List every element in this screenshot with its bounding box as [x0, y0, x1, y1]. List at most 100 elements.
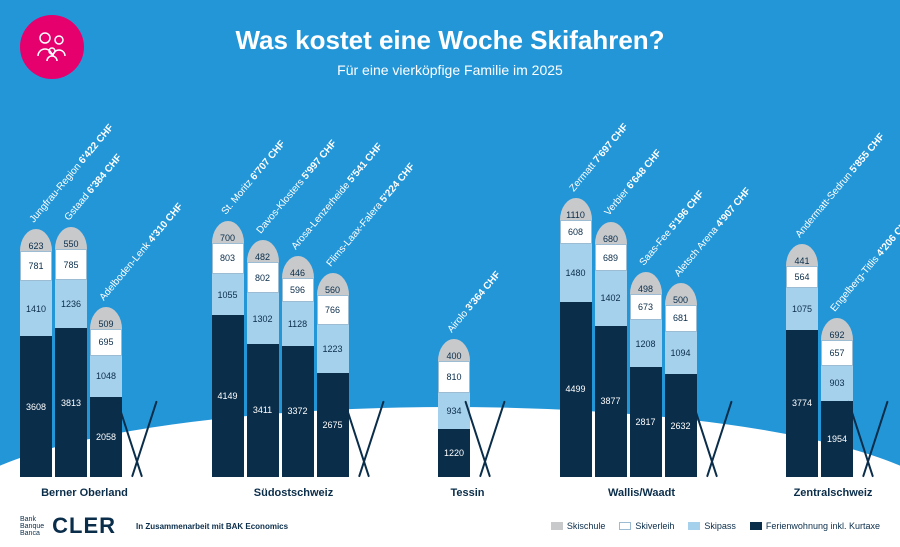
bar-segment-skiverleih: 681 [665, 305, 697, 332]
legend-swatch [619, 522, 631, 530]
page-subtitle: Für eine vierköpfige Familie im 2025 [0, 62, 900, 78]
bar-segment-skiverleih: 785 [55, 249, 87, 280]
bar-segment-ferienwohnung: 4499 [560, 302, 592, 477]
bar-segment-skipass: 1094 [665, 332, 697, 375]
bar-segment-skipass: 934 [438, 393, 470, 429]
legend-label: Ferienwohnung inkl. Kurtaxe [766, 521, 880, 531]
bar-segment-skipass: 1048 [90, 356, 122, 397]
ski-poles-icon [700, 397, 724, 477]
bar-segment-skiverleih: 564 [786, 266, 818, 288]
bar-segment-ferienwohnung: 2675 [317, 373, 349, 477]
bar-segment-skiverleih: 810 [438, 361, 470, 393]
bar-label: Arosa-Lenzerheide 5'541 CHF [289, 142, 384, 253]
credit-text: In Zusammenarbeit mit BAK Economics [136, 522, 288, 531]
region-group: 36081410781623Jungfrau-Region 6'422 CHF3… [20, 227, 149, 477]
bar-segment-skipass: 903 [821, 366, 853, 401]
bar-label: Aletsch Arena 4'907 CHF [672, 186, 753, 279]
ski-poles-icon [352, 397, 376, 477]
bar-segment-ferienwohnung: 2817 [630, 367, 662, 477]
bar-segment-skischule: 509Adelboden-Lenk 4'310 CHF [90, 307, 122, 329]
ski-bar: 38131236785550Gstaad 6'384 CHF [55, 227, 87, 477]
bar-label: Airolo 3'364 CHF [446, 270, 503, 336]
legend: SkischuleSkiverleihSkipassFerienwohnung … [551, 521, 880, 531]
legend-label: Skischule [567, 521, 606, 531]
bar-segment-skipass: 1128 [282, 302, 314, 346]
ski-bar: 449914806081110Zermatt 7'697 CHF [560, 198, 592, 477]
bar-segment-ferienwohnung: 3774 [786, 330, 818, 477]
region-label: Tessin [450, 487, 484, 499]
legend-item-ferienwohnung: Ferienwohnung inkl. Kurtaxe [750, 521, 880, 531]
region-label: Berner Oberland [41, 487, 128, 499]
ski-bar: 26751223766560Flims-Laax-Falera 5'224 CH… [317, 273, 349, 477]
ski-bar: 28171208673498Saas-Fee 5'196 CHF [630, 272, 662, 477]
bar-segment-skipass: 1480 [560, 244, 592, 302]
ski-bar: 41491055803700St. Moritz 6'707 CHF [212, 221, 244, 477]
region-group: 37741075564441Andermatt-Sedrun 5'855 CHF… [786, 244, 880, 477]
page-title: Was kostet eine Woche Skifahren? [0, 25, 900, 56]
ski-poles-icon [856, 397, 880, 477]
bar-segment-skischule: 700St. Moritz 6'707 CHF [212, 221, 244, 243]
legend-label: Skipass [704, 521, 736, 531]
bar-label: Andermatt-Sedrun 5'855 CHF [794, 131, 888, 240]
ski-bar: 1220934810400Airolo 3'364 CHF [438, 339, 470, 477]
bar-segment-skiverleih: 803 [212, 243, 244, 274]
bar-segment-skischule: 1110Zermatt 7'697 CHF [560, 198, 592, 220]
bar-segment-skiverleih: 781 [20, 251, 52, 281]
bar-label: Adelboden-Lenk 4'310 CHF [98, 201, 186, 303]
bar-segment-skischule: 446Arosa-Lenzerheide 5'541 CHF [282, 256, 314, 278]
region-group: 41491055803700St. Moritz 6'707 CHF341113… [212, 221, 376, 477]
bar-segment-skischule: 550Gstaad 6'384 CHF [55, 227, 87, 249]
bar-segment-skiverleih: 596 [282, 278, 314, 301]
bar-segment-skischule: 692Engelberg-Titlis 4'206 CHF [821, 318, 853, 340]
infographic-stage: Was kostet eine Woche Skifahren? Für ein… [0, 0, 900, 547]
bar-segment-ferienwohnung: 2632 [665, 374, 697, 477]
ski-bar: 26321094681500Aletsch Arena 4'907 CHF [665, 283, 697, 477]
bar-segment-skiverleih: 689 [595, 244, 627, 271]
footer: Bank Banque Banca CLER In Zusammenarbeit… [20, 513, 880, 539]
bar-segment-skischule: 482Davos-Klosters 5'997 CHF [247, 240, 279, 262]
bar-segment-skischule: 680Verbier 6'648 CHF [595, 222, 627, 244]
region-label: Zentralschweiz [794, 487, 873, 499]
bar-segment-ferienwohnung: 3411 [247, 344, 279, 477]
legend-swatch [551, 522, 563, 530]
brand-block: Bank Banque Banca CLER In Zusammenarbeit… [20, 513, 288, 539]
bar-segment-skischule: 400Airolo 3'364 CHF [438, 339, 470, 361]
bar-segment-skischule: 500Aletsch Arena 4'907 CHF [665, 283, 697, 305]
bar-segment-skiverleih: 695 [90, 329, 122, 356]
ski-bar: 33721128596446Arosa-Lenzerheide 5'541 CH… [282, 256, 314, 477]
bar-segment-skipass: 1223 [317, 325, 349, 373]
ski-bar: 1954903657692Engelberg-Titlis 4'206 CHF [821, 318, 853, 477]
region-group: 449914806081110Zermatt 7'697 CHF38771402… [560, 198, 724, 477]
bar-segment-skischule: 441Andermatt-Sedrun 5'855 CHF [786, 244, 818, 266]
ski-bar: 34111302802482Davos-Klosters 5'997 CHF [247, 240, 279, 477]
bar-segment-skischule: 560Flims-Laax-Falera 5'224 CHF [317, 273, 349, 295]
cost-chart: 36081410781623Jungfrau-Region 6'422 CHF3… [20, 95, 880, 477]
bar-segment-skischule: 623Jungfrau-Region 6'422 CHF [20, 229, 52, 251]
bar-segment-ferienwohnung: 2058 [90, 397, 122, 477]
bar-segment-ferienwohnung: 1220 [438, 429, 470, 477]
ski-poles-icon [473, 397, 497, 477]
bar-segment-skiverleih: 657 [821, 340, 853, 366]
legend-item-skischule: Skischule [551, 521, 606, 531]
brand-tiny: Bank Banque Banca [20, 516, 44, 537]
bar-segment-ferienwohnung: 3372 [282, 346, 314, 478]
bar-segment-skipass: 1208 [630, 320, 662, 367]
region-group: 1220934810400Airolo 3'364 CHFTessin [438, 339, 497, 477]
bar-segment-skiverleih: 766 [317, 295, 349, 325]
ski-bar: 36081410781623Jungfrau-Region 6'422 CHF [20, 229, 52, 477]
bar-label: Verbier 6'648 CHF [602, 148, 663, 218]
bar-segment-skipass: 1402 [595, 271, 627, 326]
legend-item-skipass: Skipass [688, 521, 736, 531]
bar-label: Zermatt 7'697 CHF [567, 122, 630, 194]
legend-swatch [688, 522, 700, 530]
bar-segment-skischule: 498Saas-Fee 5'196 CHF [630, 272, 662, 294]
bar-segment-skipass: 1055 [212, 274, 244, 315]
region-label: Wallis/Waadt [608, 487, 675, 499]
bar-segment-skiverleih: 608 [560, 220, 592, 244]
ski-bar: 20581048695509Adelboden-Lenk 4'310 CHF [90, 307, 122, 477]
bar-segment-skipass: 1410 [20, 281, 52, 336]
bar-segment-skiverleih: 802 [247, 262, 279, 293]
brand-logo: CLER [52, 513, 116, 539]
bar-segment-skipass: 1302 [247, 293, 279, 344]
bar-segment-skipass: 1075 [786, 288, 818, 330]
